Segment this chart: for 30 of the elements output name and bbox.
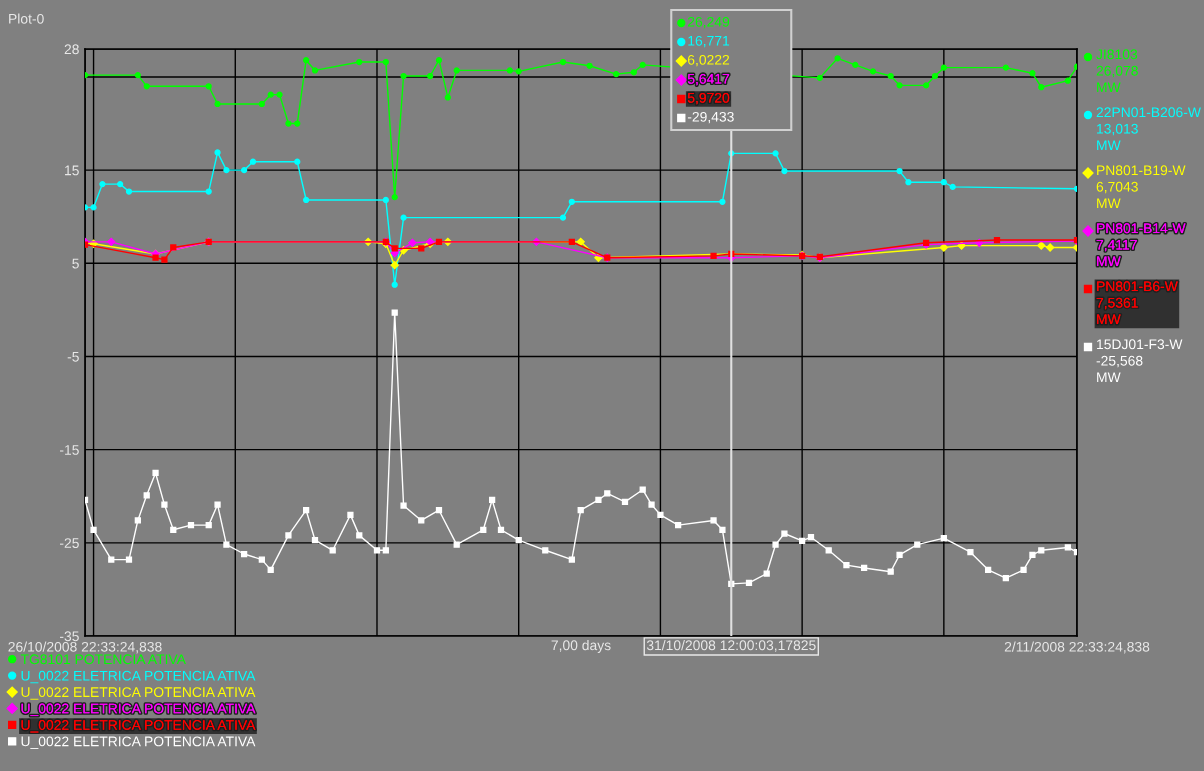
text: JI8103 26,078 MW	[1096, 49, 1138, 92]
x-axis-title: 7,00 days	[551, 640, 611, 653]
y-tick-label: 28	[64, 44, 79, 55]
ref-line-label: 31/10/2008 12:00:03,17825	[646, 640, 816, 652]
legend-label: U_0022 ELETRICA POTENCIA ATIVA	[21, 687, 256, 700]
text: 16,771	[688, 35, 730, 48]
chart-title: Plot-0	[9, 13, 44, 24]
annotation: 5,6417	[687, 73, 730, 86]
legend-label: TG8101 POTENCIA ATIVA	[20, 654, 186, 665]
annotation: -29,433	[687, 111, 734, 124]
y-tick-label: -5	[67, 351, 79, 362]
text: PN801-B6-W 7,5361 MW	[1096, 281, 1178, 324]
text: PN801-B14-W 7,4117 MW	[1096, 223, 1186, 266]
legend-label: U_0022 ELETRICA POTENCIA ATIVA	[21, 736, 256, 749]
text: 26,249	[687, 16, 730, 29]
annotation: 6,0222	[687, 54, 730, 67]
annotation: 5,9720	[687, 92, 730, 105]
legend-label: U_0022 ELETRICA POTENCIA ATIVA	[21, 703, 256, 717]
y-tick-label: 5	[72, 258, 79, 269]
text: 15DJ01-F3-W -25,568 MW	[1096, 339, 1183, 382]
x-tick-label: 2/11/2008 22:33:24,838	[1004, 641, 1150, 654]
y-tick-label: -25	[59, 538, 79, 548]
text: 22PN01-B206-W 13,013 MW	[1096, 107, 1201, 150]
legend-label: U_0022 ELETRICA POTENCIA ATIVA	[21, 720, 256, 733]
y-tick-label: 15	[65, 165, 79, 176]
text: PN801-B19-W 6,7043 MW	[1096, 165, 1186, 208]
y-tick-label: -15	[59, 445, 79, 455]
x-tick-label: 26/10/2008 22:33:24,838	[8, 641, 162, 654]
y-tick-label: -35	[59, 631, 79, 642]
legend-label: U_0022 ELETRICA POTENCIA ATIVA	[21, 670, 256, 684]
